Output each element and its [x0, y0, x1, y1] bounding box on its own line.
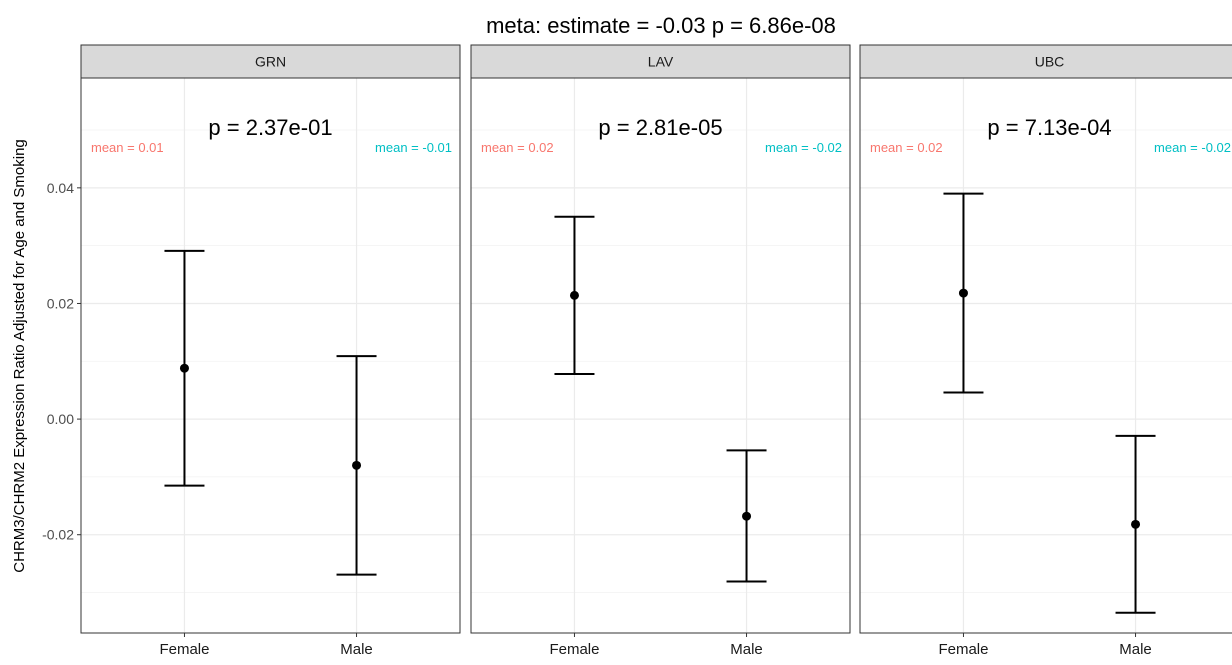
strip-label: GRN: [255, 54, 286, 70]
mean-female-label: mean = 0.02: [481, 140, 554, 155]
p-value-label: p = 7.13e-04: [987, 115, 1111, 140]
point-male: [1131, 519, 1141, 529]
strip-background: [80, 44, 461, 79]
mean-male-label: mean = -0.02: [1154, 140, 1231, 155]
chart-title: meta: estimate = -0.03 p = 6.86e-08: [486, 13, 836, 38]
mean-male-label: mean = -0.02: [765, 140, 842, 155]
strip-background: [859, 44, 1232, 79]
strip-label: UBC: [1035, 54, 1065, 70]
x-tick-label: Male: [340, 641, 373, 658]
point-female: [569, 290, 579, 300]
point-female: [958, 288, 968, 298]
x-tick-label: Female: [159, 641, 209, 658]
facet-panel-ubc: UBC p = 7.13e-04 mean = 0.02 mean = -0.02 Fe…: [859, 44, 1232, 658]
x-tick-label: Male: [1119, 641, 1152, 658]
panel-border: [859, 77, 1232, 634]
p-value-label: p = 2.37e-01: [208, 115, 332, 140]
facet-panel-lav: LAV p = 2.81e-05 mean = 0.02 mean = -0.02 Fe…: [470, 44, 851, 658]
x-tick-label: Male: [730, 641, 763, 658]
y-axis-title: CHRM3/CHRM2 Expression Ratio Adjusted fo…: [11, 139, 28, 573]
mean-male-label: mean = -0.01: [375, 140, 452, 155]
p-value-label: p = 2.81e-05: [598, 115, 722, 140]
panel-background: [81, 78, 460, 633]
facet-panels: GRN p = 2.37e-01 mean = 0.01 mean = -0.01 Fe…: [80, 44, 1232, 658]
x-tick-label: Female: [938, 641, 988, 658]
mean-female-label: mean = 0.02: [870, 140, 943, 155]
point-male: [352, 460, 362, 470]
strip-label: LAV: [648, 54, 674, 70]
panel-border: [470, 77, 851, 634]
panel-border: [80, 77, 461, 634]
mean-female-label: mean = 0.01: [91, 140, 164, 155]
y-tick-label: 0.00: [47, 411, 74, 427]
point-male: [742, 511, 752, 521]
panel-background: [860, 78, 1232, 633]
x-tick-label: Female: [549, 641, 599, 658]
y-axis: -0.02 0.00 0.02 0.04: [42, 180, 81, 543]
panel-background: [471, 78, 850, 633]
y-tick-label: -0.02: [42, 527, 74, 543]
facet-panel-grn: GRN p = 2.37e-01 mean = 0.01 mean = -0.01 Fe…: [80, 44, 461, 658]
point-female: [179, 363, 189, 373]
y-tick-label: 0.04: [47, 180, 74, 196]
y-tick-label: 0.02: [47, 295, 74, 311]
